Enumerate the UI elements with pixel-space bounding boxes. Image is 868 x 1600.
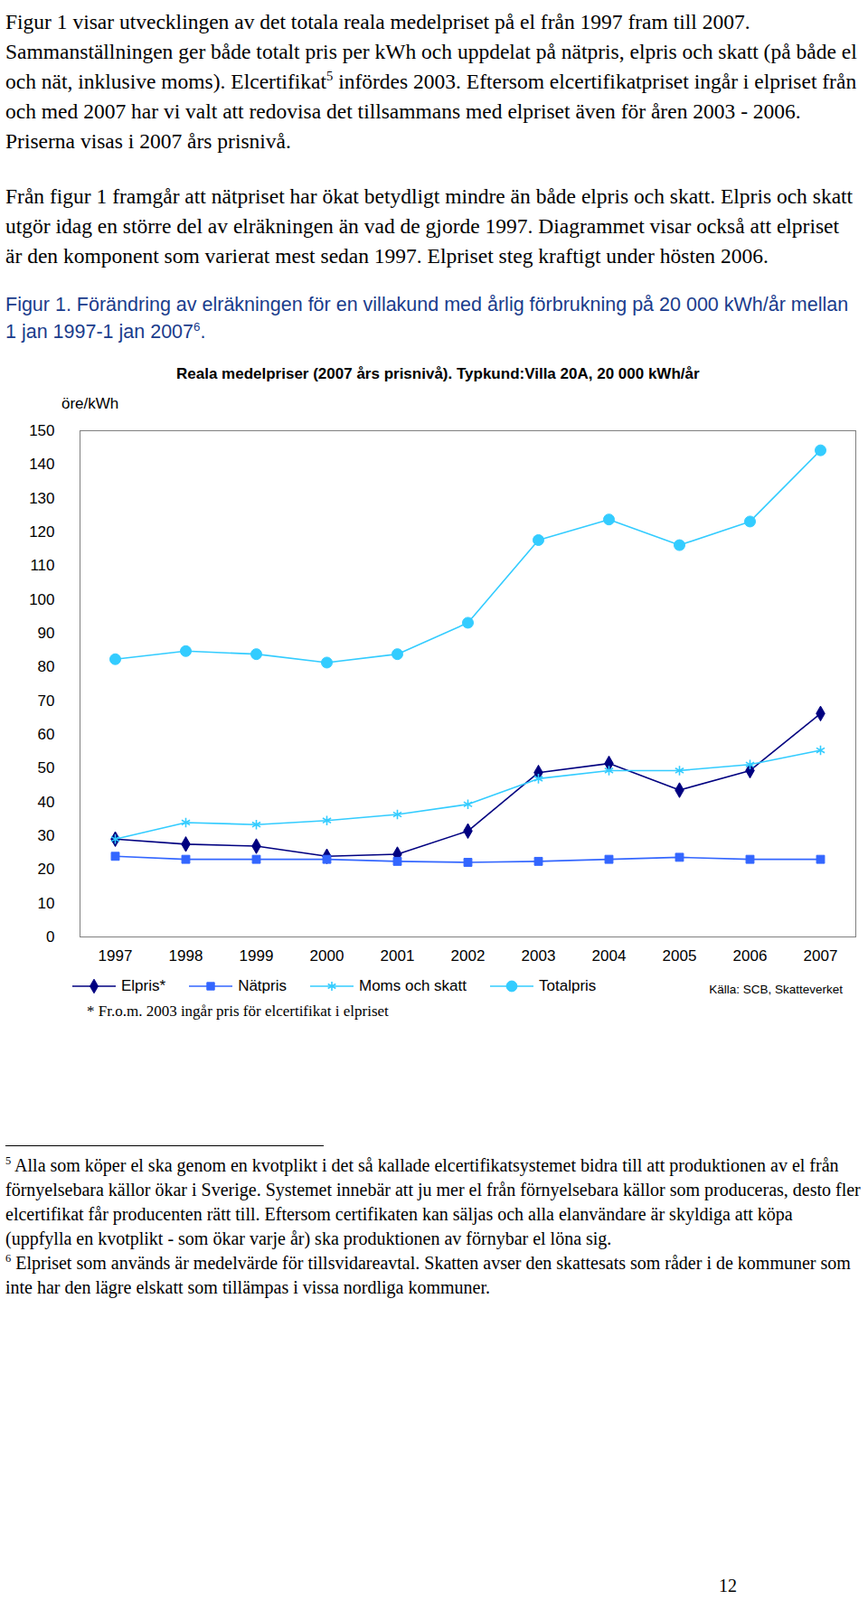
html-text:Figur 1 visar utvecklingen av: Figur 1 visar utvecklingen av det totala… [5,9,857,153]
html-text:Källa: SCB, Skatteverket: Källa: SCB, Skatteverket [709,982,843,997]
svg-text:1998: 1998 [169,947,204,965]
html-text:6Elpriset som används är medel: 6Elpriset som används är medelvärde för … [5,1252,851,1298]
svg-text:30: 30 [37,827,56,845]
svg-text:1997: 1997 [98,947,133,965]
svg-text:20: 20 [37,860,56,878]
svg-text:2000: 2000 [310,947,345,965]
html-text:Från figur 1 framgår att nätpr: Från figur 1 framgår att nätpriset har ö… [5,184,853,268]
svg-text:70: 70 [37,692,56,710]
svg-text:150: 150 [28,422,55,440]
svg-text:2006: 2006 [733,947,768,965]
html-text:Totalpris: Totalpris [538,977,597,995]
svg-text:90: 90 [37,624,56,642]
svg-text:50: 50 [37,759,56,777]
html-text:* Fr.o.m. 2003 ingår pris för: * Fr.o.m. 2003 ingår pris för elcertifik… [86,1002,389,1020]
svg-text:2003: 2003 [521,947,557,965]
svg-text:1999: 1999 [239,947,274,965]
svg-text:80: 80 [37,658,56,676]
html-text:12: 12 [718,1575,737,1596]
html-text:öre/kWh: öre/kWh [61,395,119,413]
svg-text:120: 120 [28,523,55,541]
svg-text:10: 10 [37,895,56,913]
html-text:Elpris*: Elpris* [121,977,166,995]
html-text:Figur 1. Förändring av elräkni: Figur 1. Förändring av elräkningen för e… [5,293,849,343]
svg-text:2005: 2005 [662,947,698,965]
html-text:Nätpris: Nätpris [237,977,287,995]
svg-text:60: 60 [37,726,56,744]
svg-text:100: 100 [28,591,55,609]
svg-text:130: 130 [28,490,55,508]
svg-text:2002: 2002 [451,947,486,965]
svg-text:2004: 2004 [592,947,627,965]
html-text:Reala medelpriser (2007 års pr: Reala medelpriser (2007 års prisnivå). T… [176,365,700,383]
html-text:Moms och skatt: Moms och skatt [358,977,467,995]
svg-text:110: 110 [29,556,55,575]
svg-text:2001: 2001 [380,947,416,965]
svg-text:40: 40 [37,793,56,812]
svg-text:0: 0 [46,928,55,946]
html-text:6.: 6. [193,319,206,343]
svg-text:140: 140 [28,455,55,473]
html-text:5Alla som köper el ska genom e: 5Alla som köper el ska genom en kvotplik… [5,1154,861,1249]
svg-text:2007: 2007 [803,947,839,965]
